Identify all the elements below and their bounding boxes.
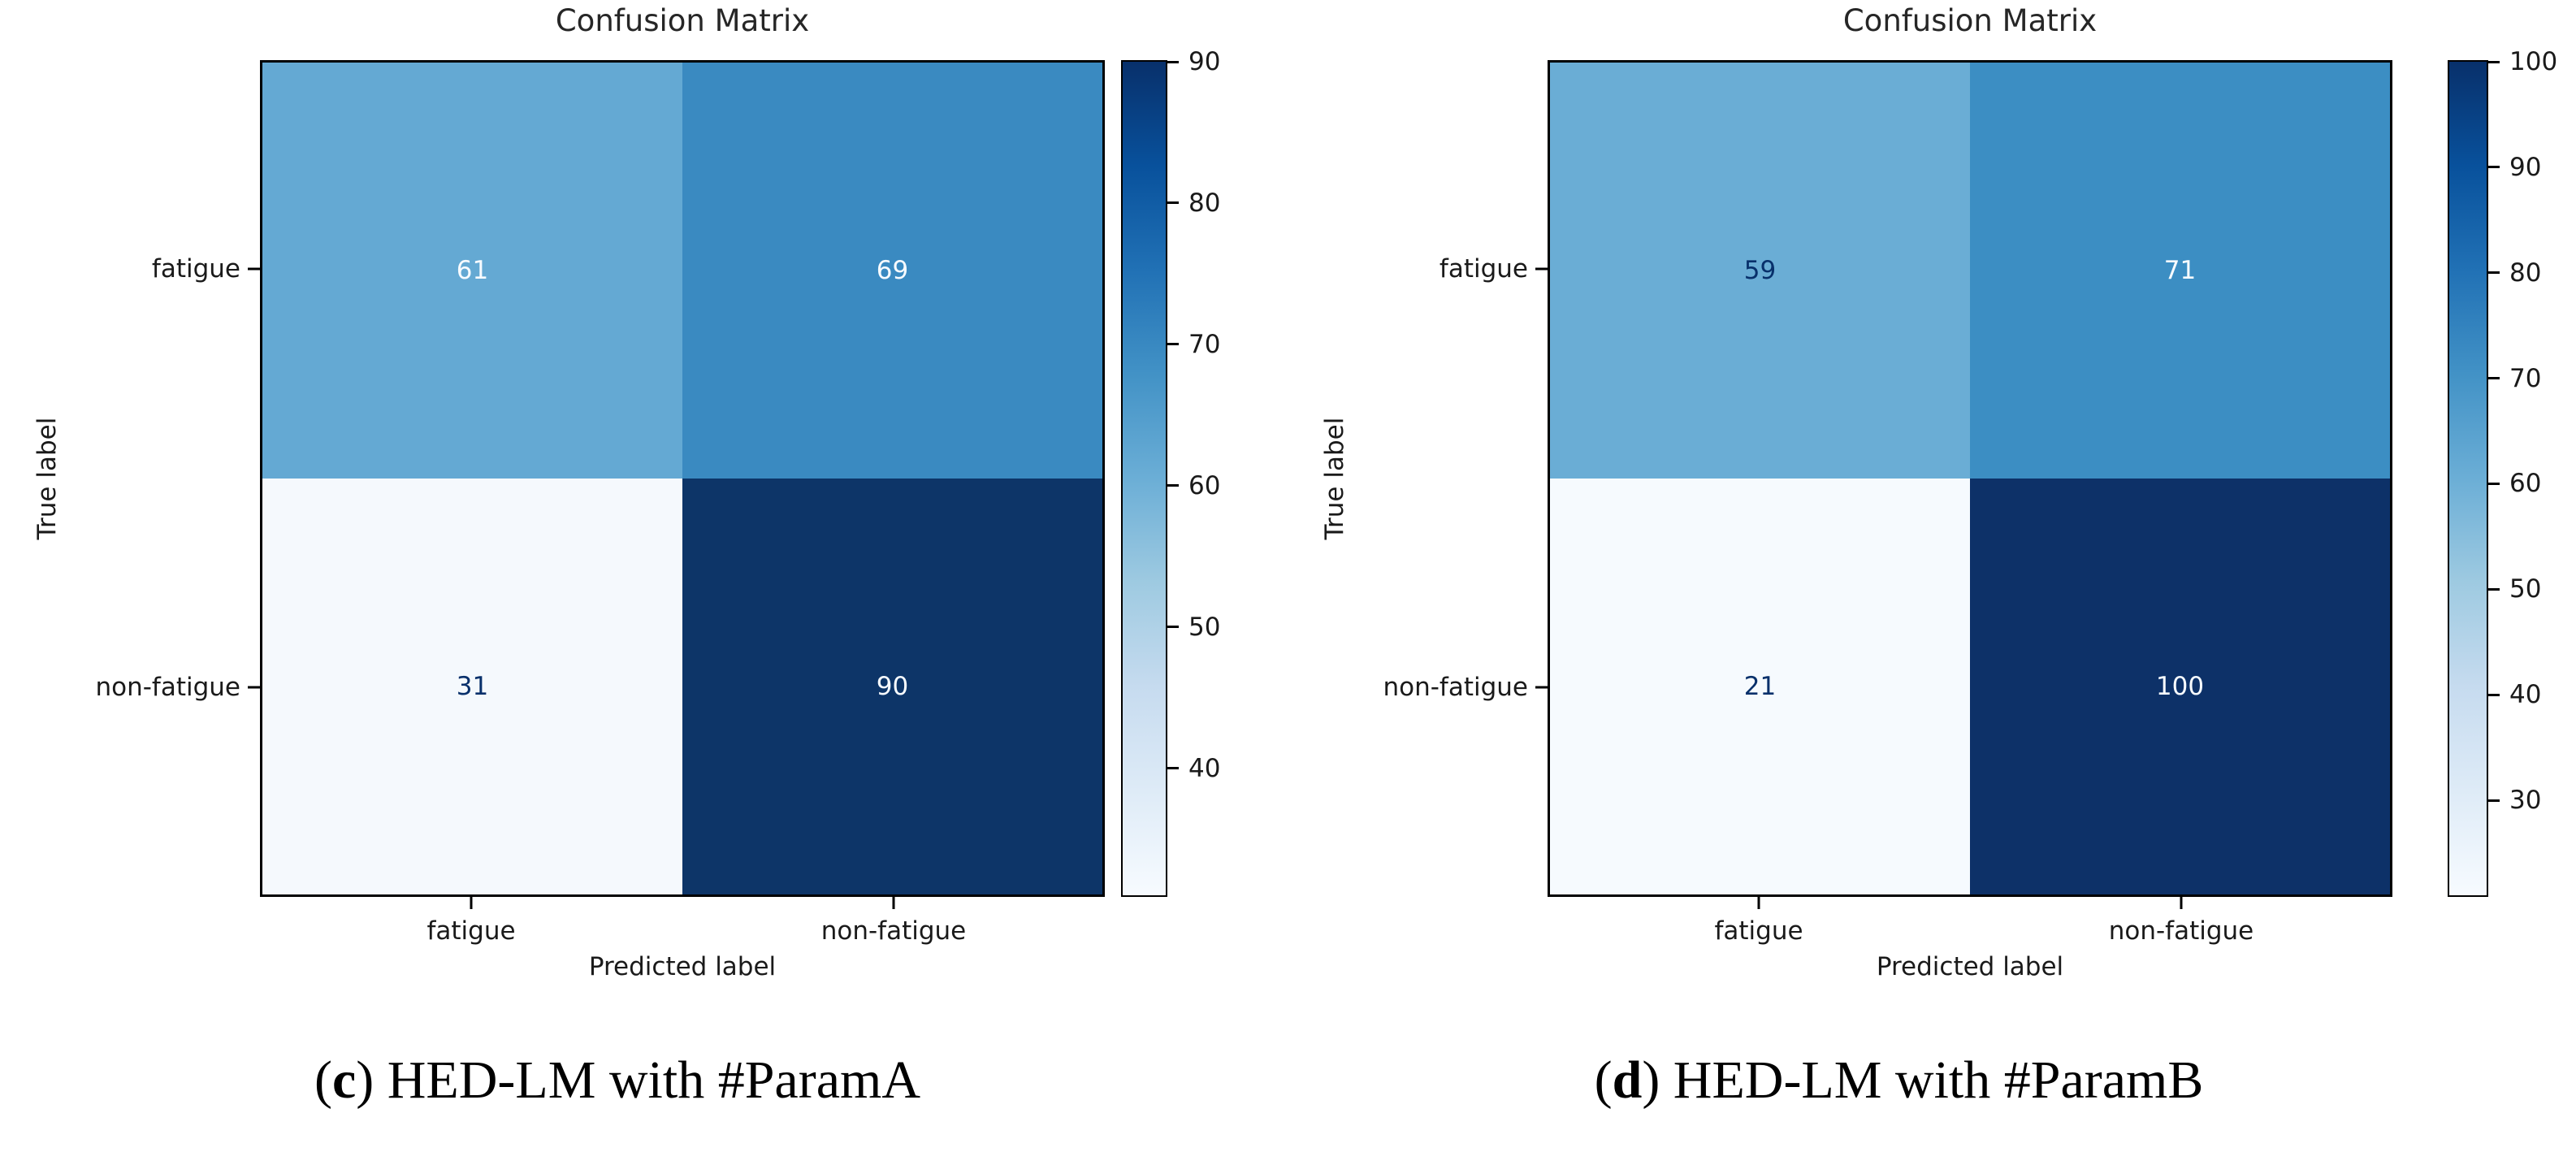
colorbar-tick: 40 xyxy=(2487,680,2541,709)
caption-paren: ) xyxy=(1642,1050,1660,1110)
colorbar-tick-label: 70 xyxy=(2509,363,2542,393)
colorbar-tick: 90 xyxy=(2487,153,2541,182)
tick-mark xyxy=(2180,897,2183,909)
x-tick-label-fatigue: fatigue xyxy=(1714,916,1803,946)
colorbar-tick: 40 xyxy=(1166,754,1220,783)
colorbar-tick: 100 xyxy=(2487,47,2557,76)
y-tick-label-fatigue: fatigue xyxy=(151,254,240,284)
colorbar-tick-label: 80 xyxy=(2509,258,2542,288)
colorbar-tick-label: 60 xyxy=(2509,469,2542,499)
caption-letter: d xyxy=(1612,1050,1643,1110)
x-tick-label-fatigue: fatigue xyxy=(426,916,516,946)
colorbar-tick: 60 xyxy=(1166,471,1220,500)
chart-title: Confusion Matrix xyxy=(555,3,810,38)
colorbar-tick: 70 xyxy=(1166,330,1220,359)
confusion-matrix-heatmap: 59 71 21 100 xyxy=(1548,60,2392,897)
tick-mark xyxy=(2487,482,2500,485)
tick-mark xyxy=(1166,767,1179,770)
matrix-cell-fp: 21 xyxy=(1550,479,1970,894)
colorbar-tick-label: 100 xyxy=(2509,47,2558,76)
tick-mark xyxy=(1166,201,1179,205)
tick-mark xyxy=(892,897,895,909)
tick-mark xyxy=(248,267,260,271)
y-tick-label-non-fatigue: non-fatigue xyxy=(1383,673,1528,702)
tick-mark xyxy=(1535,267,1548,271)
panel-caption-c: (c) HED-LM with #ParamA xyxy=(0,1050,1235,1111)
colorbar-tick-label: 30 xyxy=(2509,786,2542,816)
colorbar-tick: 80 xyxy=(2487,258,2541,288)
tick-mark xyxy=(2487,799,2500,802)
tick-mark xyxy=(2487,60,2500,63)
tick-mark xyxy=(1166,60,1179,63)
caption-text: HED-LM with #ParamA xyxy=(374,1050,920,1110)
tick-mark xyxy=(2487,166,2500,169)
colorbar-tick-label: 90 xyxy=(2509,152,2542,182)
colorbar-tick: 90 xyxy=(1166,47,1220,76)
chart-title: Confusion Matrix xyxy=(1842,3,2098,38)
colorbar-tick-label: 60 xyxy=(1188,470,1221,500)
tick-mark xyxy=(248,686,260,689)
caption-text: HED-LM with #ParamB xyxy=(1660,1050,2204,1110)
caption-paren: ( xyxy=(314,1050,332,1110)
colorbar-tick-label: 40 xyxy=(2509,680,2542,710)
x-axis-label: Predicted label xyxy=(1876,952,2064,981)
tick-mark xyxy=(1166,343,1179,346)
colorbar-tick-label: 50 xyxy=(2509,574,2542,604)
matrix-cell-fp: 31 xyxy=(262,479,682,894)
y-tick-label-fatigue: fatigue xyxy=(1439,254,1528,284)
colorbar-tick-label: 90 xyxy=(1188,47,1221,76)
colorbar-tick: 60 xyxy=(2487,469,2541,498)
caption-letter: c xyxy=(331,1050,357,1110)
matrix-cell-tp: 61 xyxy=(262,63,682,479)
colorbar: 100 90 80 70 60 50 40 30 xyxy=(2448,47,2557,897)
tick-mark xyxy=(2487,377,2500,380)
y-axis-label: True label xyxy=(1320,417,1349,540)
tick-mark xyxy=(470,897,473,909)
colorbar-tick-label: 50 xyxy=(1188,612,1221,642)
x-tick-label-non-fatigue: non-fatigue xyxy=(2108,916,2254,946)
matrix-cell-fn: 71 xyxy=(1970,63,2390,479)
colorbar: 90 80 70 60 50 40 xyxy=(1121,47,1220,897)
colorbar-tick: 80 xyxy=(1166,188,1220,218)
colorbar-tick-label: 80 xyxy=(1188,188,1221,218)
caption-paren: ( xyxy=(1594,1050,1613,1110)
colorbar-tick: 50 xyxy=(2487,574,2541,604)
caption-paren: ) xyxy=(356,1050,374,1110)
tick-mark xyxy=(2487,587,2500,591)
x-axis-label: Predicted label xyxy=(588,952,777,981)
matrix-cell-tn: 90 xyxy=(682,479,1102,894)
tick-mark xyxy=(1166,484,1179,487)
colorbar-tick: 50 xyxy=(1166,613,1220,642)
tick-mark xyxy=(1757,897,1760,909)
y-tick-label-non-fatigue: non-fatigue xyxy=(95,673,240,702)
panel-caption-d: (d) HED-LM with #ParamB xyxy=(1288,1050,2510,1111)
x-tick-label-non-fatigue: non-fatigue xyxy=(820,916,967,946)
y-axis-label: True label xyxy=(32,417,62,540)
colorbar-tick: 70 xyxy=(2487,364,2541,393)
tick-mark xyxy=(2487,271,2500,275)
colorbar-tick-label: 70 xyxy=(1188,329,1221,359)
confusion-matrix-heatmap: 61 69 31 90 xyxy=(260,60,1105,897)
matrix-cell-tp: 59 xyxy=(1550,63,1970,479)
tick-mark xyxy=(1166,626,1179,629)
matrix-cell-fn: 69 xyxy=(682,63,1102,479)
colorbar-tick: 30 xyxy=(2487,786,2541,815)
tick-mark xyxy=(1535,686,1548,689)
matrix-cell-tn: 100 xyxy=(1970,479,2390,894)
tick-mark xyxy=(2487,693,2500,696)
colorbar-tick-label: 40 xyxy=(1188,753,1221,783)
